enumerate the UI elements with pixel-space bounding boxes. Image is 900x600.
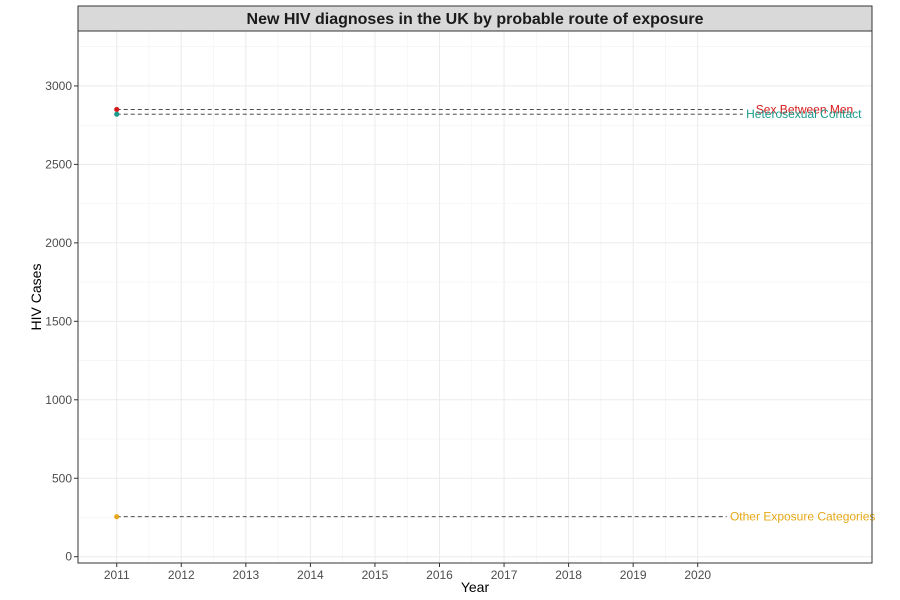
x-axis-title: Year (461, 579, 490, 595)
y-tick-label: 1000 (45, 393, 72, 407)
x-tick-label: 2015 (362, 568, 389, 582)
heterosexual-contact-point (114, 111, 120, 117)
plot-panel (77, 30, 873, 564)
x-tick-label: 2019 (620, 568, 647, 582)
x-tick-label: 2014 (297, 568, 324, 582)
other-exposure-categories-label: Other Exposure Categories (730, 510, 875, 524)
x-tick-label: 2018 (555, 568, 582, 582)
x-tick-label: 2013 (232, 568, 259, 582)
y-axis: 0 500 1000 1500 2000 2500 3000 (45, 79, 78, 564)
y-tick-label: 500 (52, 471, 72, 485)
sex-between-men-label: Sex Between Men (756, 102, 853, 116)
y-axis-title: HIV Cases (28, 264, 44, 331)
y-tick-label: 2000 (45, 236, 72, 250)
x-axis: 2011 2012 2013 2014 2015 2016 2017 2018 2019 2020 (104, 563, 711, 582)
y-tick-label: 1500 (45, 314, 72, 328)
x-tick-label: 2012 (168, 568, 195, 582)
chart-title: New HIV diagnoses in the UK by probable … (247, 11, 704, 28)
series-lines (116, 109, 743, 518)
sex-between-men-point (114, 106, 120, 113)
x-tick-label: 2016 (426, 568, 453, 582)
y-tick-label: 0 (65, 550, 72, 564)
grid-lines (78, 31, 872, 563)
y-tick-label: 3000 (45, 79, 72, 93)
strip-background (77, 5, 873, 32)
series-points (114, 106, 120, 520)
x-tick-label: 2020 (684, 568, 711, 582)
y-tick-label: 2500 (45, 157, 72, 171)
other-exposure-categories-point (114, 514, 120, 520)
x-tick-label: 2017 (491, 568, 518, 582)
heterosexual-contact-label: Heterosexual Contact (746, 107, 862, 121)
plot-border (77, 30, 873, 564)
x-tick-label: 2011 (104, 568, 130, 582)
